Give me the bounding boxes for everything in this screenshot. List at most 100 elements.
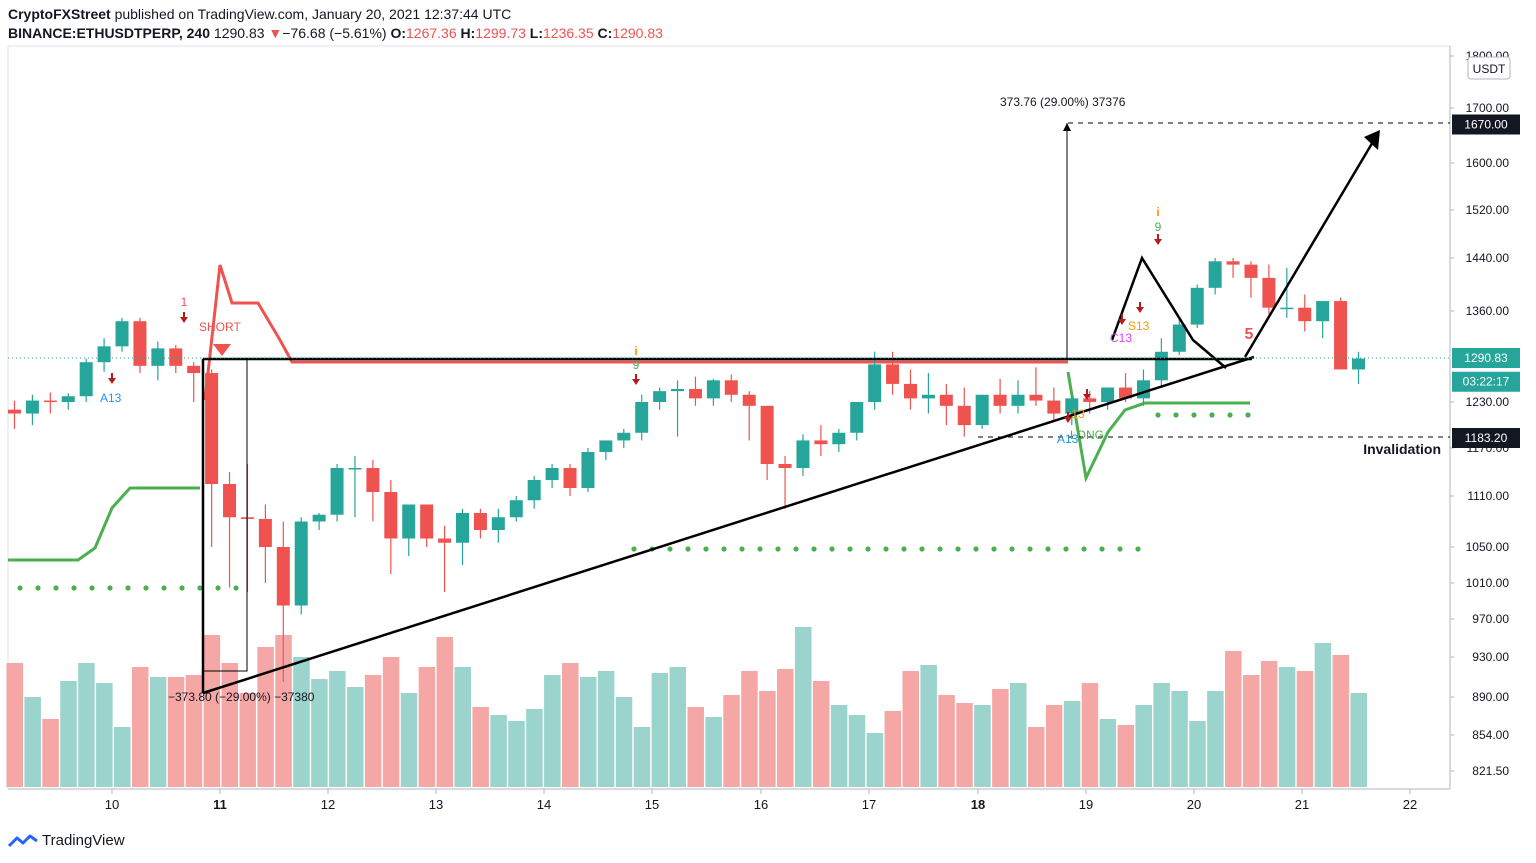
volume-bar	[1296, 671, 1314, 787]
candle-body	[886, 364, 900, 384]
publisher-name[interactable]: CryptoFXStreet	[8, 6, 111, 22]
invalidation-label: Invalidation	[1363, 441, 1441, 457]
time-tick-label: 12	[321, 797, 335, 812]
candle-body	[205, 373, 219, 484]
volume-bar	[24, 697, 41, 787]
volume-bar	[615, 697, 633, 787]
price-tick-label: 1010.00	[1466, 576, 1510, 590]
time-tick-label: 17	[862, 797, 876, 812]
candle-body	[223, 484, 237, 518]
volume-bar	[1153, 683, 1170, 787]
candle-body	[366, 468, 380, 492]
volume-bar	[382, 657, 400, 787]
volume-bar	[293, 657, 310, 787]
support-dots	[667, 546, 673, 552]
close-label: C:	[597, 25, 613, 41]
candle-body	[796, 440, 810, 468]
candle-body	[473, 513, 487, 530]
candle-body	[43, 400, 57, 403]
support-dots	[1045, 546, 1051, 552]
volume-bar	[472, 707, 489, 787]
candle-body	[509, 500, 523, 518]
td-sequential-label: C13	[1110, 331, 1132, 345]
low-value: 1236.35	[543, 25, 594, 41]
price-axis-badge-label: 1670.00	[1464, 118, 1508, 132]
publish-line: CryptoFXStreet published on TradingView.…	[8, 6, 511, 22]
ascending-trendline	[202, 355, 1255, 695]
measure-up-label: 373.76 (29.00%) 37376	[1000, 95, 1126, 109]
td-sequential-label: 9	[633, 358, 640, 372]
volume-bar	[6, 663, 23, 787]
td-sequential-label: 1	[181, 295, 188, 309]
price-axis-badge-label: 1183.20	[1465, 431, 1508, 445]
support-dots	[179, 585, 185, 591]
volume-bar	[902, 671, 919, 787]
candle-body	[1280, 307, 1294, 310]
candle-body	[348, 468, 362, 470]
candle-body	[975, 394, 989, 426]
time-tick-label: 11	[213, 797, 227, 812]
close-value: 1290.83	[612, 25, 663, 41]
volume-bar	[1314, 643, 1332, 787]
candle-body	[724, 380, 738, 395]
price-tick-label: 1600.00	[1466, 156, 1510, 170]
tradingview-brand[interactable]: TradingView	[8, 832, 125, 849]
volume-bar	[490, 715, 507, 787]
volume-bar	[275, 635, 292, 787]
candle-body	[1352, 358, 1365, 370]
volume-bar	[203, 635, 221, 787]
supertrend-up-line	[1066, 371, 1250, 483]
candle-body	[1208, 261, 1222, 288]
support-dots	[1155, 412, 1161, 418]
candle-body	[599, 440, 613, 452]
candle-body	[653, 391, 667, 402]
volume-bar	[418, 667, 436, 787]
candle-body	[671, 388, 685, 392]
time-tick-label: 22	[1403, 797, 1417, 812]
td-alert-icon: i	[634, 344, 637, 358]
candle-body	[1262, 277, 1276, 308]
volume-bar	[992, 689, 1009, 787]
candle-body	[169, 348, 183, 366]
support-dots	[1117, 546, 1123, 552]
support-dots	[865, 546, 871, 552]
candle-body	[1011, 394, 1025, 406]
short-label: SHORT	[199, 320, 241, 334]
candle-body	[97, 346, 111, 363]
candle-body	[957, 405, 971, 426]
symbol-label[interactable]: BINANCE:ETHUSDTPERP, 240	[8, 25, 211, 41]
volume-bar	[149, 677, 167, 787]
volume-bar	[1081, 683, 1099, 787]
volume-bar	[830, 705, 848, 787]
price-tick-label: 1230.00	[1466, 395, 1510, 409]
td-sequential-label: 9	[1155, 220, 1162, 234]
candle-body	[868, 364, 882, 402]
td-sequential-label: A13	[1057, 432, 1079, 446]
candle-body	[1172, 324, 1186, 352]
volume-bar	[1242, 675, 1260, 787]
volume-bar	[167, 677, 185, 787]
support-dots	[847, 546, 853, 552]
candle-body	[832, 432, 846, 445]
candle-body	[1244, 264, 1258, 278]
candle-body	[1190, 287, 1204, 325]
candle-body	[312, 514, 326, 522]
price-tick-label: 1440.00	[1466, 251, 1510, 265]
support-dots	[143, 585, 149, 591]
support-dots	[1173, 412, 1179, 418]
volume-bar	[920, 665, 937, 787]
support-dots	[1099, 546, 1105, 552]
candle-body	[187, 365, 201, 374]
support-dots	[215, 585, 221, 591]
support-dots	[937, 546, 943, 552]
price-tick-label: 854.00	[1472, 728, 1509, 742]
change-value: −76.68 (−5.61%)	[282, 25, 387, 41]
sell-arrow-icon	[1064, 417, 1072, 423]
candle-body	[438, 538, 452, 543]
support-dots	[1209, 412, 1215, 418]
candle-body	[151, 348, 165, 366]
support-dots	[973, 546, 979, 552]
last-price: 1290.83	[213, 25, 265, 41]
projection-arrow-line	[1243, 134, 1379, 358]
